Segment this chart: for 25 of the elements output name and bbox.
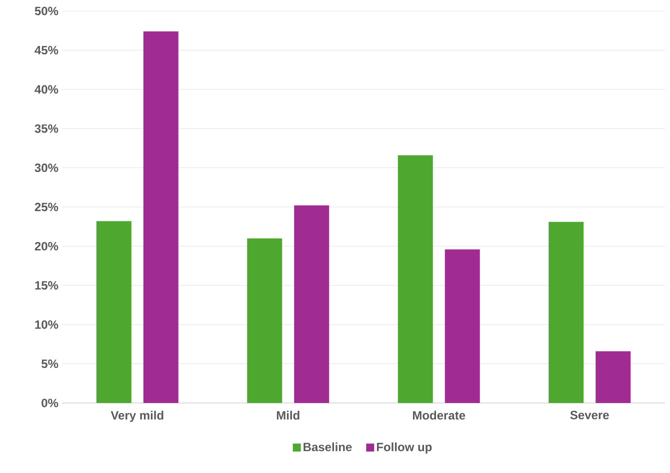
y-tick-label: 35% [34, 124, 58, 133]
bar [294, 205, 330, 403]
x-tick-label: Moderate [413, 410, 466, 420]
bar [596, 351, 631, 403]
y-tick-label: 0% [42, 398, 58, 408]
y-tick-label: 15% [35, 281, 58, 290]
x-tick-label: Severe [570, 410, 609, 420]
bar [548, 222, 584, 403]
y-tick-label: 5% [42, 360, 58, 368]
y-tick-label: 10% [35, 320, 58, 329]
y-tick-label: 25% [34, 202, 58, 212]
x-tick-label: Mild [276, 410, 300, 420]
legend-label: Follow up [376, 442, 432, 454]
y-tick-label: 50% [34, 6, 58, 16]
bar [247, 238, 282, 403]
x-tick-label: Very mild [110, 410, 164, 422]
bar [143, 31, 178, 403]
y-tick-label: 45% [34, 46, 58, 54]
y-tick-label: 30% [34, 164, 58, 172]
bar [398, 155, 433, 403]
legend-label: Baseline [304, 442, 352, 452]
y-tick-label: 40% [34, 85, 58, 94]
y-tick-label: 20% [34, 242, 58, 250]
bar [96, 221, 132, 403]
bar [444, 249, 480, 403]
